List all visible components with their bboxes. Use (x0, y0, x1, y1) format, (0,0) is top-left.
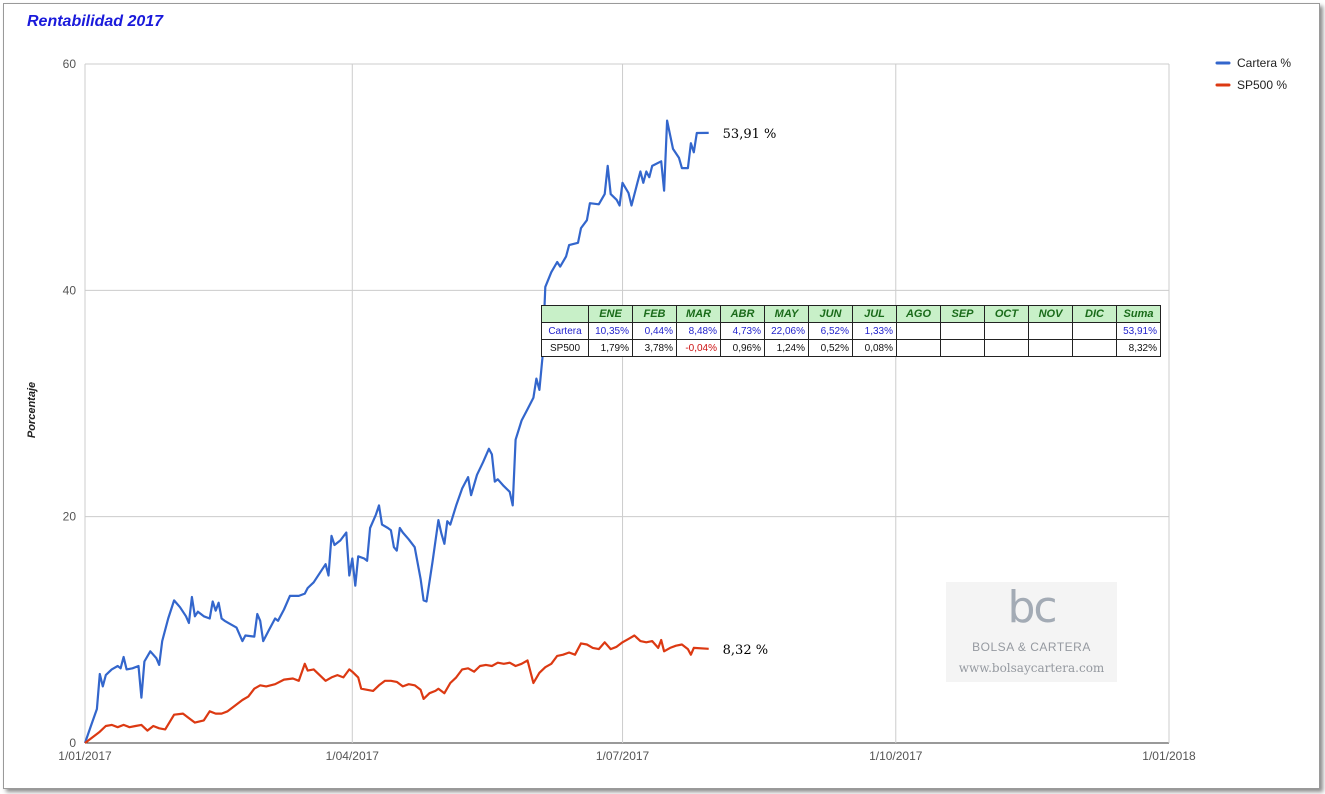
y-axis-label: Porcentaje (26, 382, 38, 438)
table-header-row: ENE FEB MAR ABR MAY JUN JUL AGO SEP OCT … (541, 305, 1161, 323)
table-cell: 8,48% (676, 322, 721, 340)
table-cell: 22,06% (764, 322, 809, 340)
table-cell: 4,73% (720, 322, 765, 340)
table-cell: -0,04% (676, 339, 721, 357)
y-tick-label: 0 (69, 736, 76, 750)
table-cell: 1,33% (852, 322, 897, 340)
table-cell (1028, 339, 1073, 357)
y-axis-ticks: 0 20 40 60 (63, 57, 77, 750)
table-cell (984, 339, 1029, 357)
watermark-logo: bc (1007, 582, 1057, 633)
header-month: OCT (984, 305, 1029, 323)
x-tick-label: 1/07/2017 (596, 749, 650, 763)
table-cell (940, 322, 985, 340)
header-month: AGO (896, 305, 941, 323)
series-lines: 53,91 % 8,32 % (83, 119, 777, 744)
watermark: bc BOLSA & CARTERA www.bolsaycartera.com (946, 582, 1117, 682)
end-label-cartera: 53,91 % (723, 127, 777, 142)
table-cell: 3,78% (632, 339, 677, 357)
x-tick-label: 1/01/2018 (1142, 749, 1196, 763)
end-label-sp500: 8,32 % (723, 643, 768, 658)
table-cell: 1,79% (588, 339, 633, 357)
grid-lines (84, 63, 1170, 744)
table-cell-sum: 53,91% (1116, 322, 1161, 340)
header-month: SEP (940, 305, 985, 323)
legend-label: SP500 % (1237, 78, 1287, 92)
table-cell (1072, 322, 1117, 340)
table-cell: 0,96% (720, 339, 765, 357)
table-cell (1072, 339, 1117, 357)
y-tick-label: 20 (63, 510, 77, 524)
table-cell (896, 322, 941, 340)
row-label: SP500 (541, 339, 589, 357)
x-axis-ticks: 1/01/2017 1/04/2017 1/07/2017 1/10/2017 1/01… (58, 749, 1196, 763)
header-month: DIC (1072, 305, 1117, 323)
header-month: JUN (808, 305, 853, 323)
y-tick-label: 40 (63, 283, 77, 297)
header-month: MAY (764, 305, 809, 323)
header-month: NOV (1028, 305, 1073, 323)
watermark-name: BOLSA & CARTERA (972, 640, 1091, 654)
table-cell-sum: 8,32% (1116, 339, 1161, 357)
table-cell: 10,35% (588, 322, 633, 340)
table-cell: 0,44% (632, 322, 677, 340)
table-cell: 6,52% (808, 322, 853, 340)
x-tick-label: 1/10/2017 (869, 749, 923, 763)
table-cell: 0,52% (808, 339, 853, 357)
table-corner-cell (541, 305, 589, 323)
table-row: SP500 1,79% 3,78% -0,04% 0,96% 1,24% 0,5… (541, 339, 1161, 357)
row-label: Cartera (541, 322, 589, 340)
table-cell (1028, 322, 1073, 340)
table-row: Cartera 10,35% 0,44% 8,48% 4,73% 22,06% … (541, 322, 1161, 340)
header-month: MAR (676, 305, 721, 323)
header-month: JUL (852, 305, 897, 323)
header-month: ENE (588, 305, 633, 323)
table-cell (896, 339, 941, 357)
monthly-returns-table: ENE FEB MAR ABR MAY JUN JUL AGO SEP OCT … (541, 305, 1161, 357)
chart-title: Rentabilidad 2017 (27, 13, 164, 30)
legend-label: Cartera % (1237, 56, 1291, 70)
table-cell (984, 322, 1029, 340)
series-line-sp500 (84, 634, 709, 744)
table-cell: 1,24% (764, 339, 809, 357)
table-cell: 0,08% (852, 339, 897, 357)
x-tick-label: 1/01/2017 (58, 749, 112, 763)
header-sum: Suma (1116, 305, 1161, 323)
legend: Cartera % SP500 % (1215, 56, 1291, 92)
series-line-cartera (83, 119, 709, 744)
table-cell (940, 339, 985, 357)
x-tick-label: 1/04/2017 (326, 749, 380, 763)
watermark-url: www.bolsaycartera.com (958, 661, 1105, 675)
header-month: ABR (720, 305, 765, 323)
header-month: FEB (632, 305, 677, 323)
y-tick-label: 60 (63, 57, 77, 71)
